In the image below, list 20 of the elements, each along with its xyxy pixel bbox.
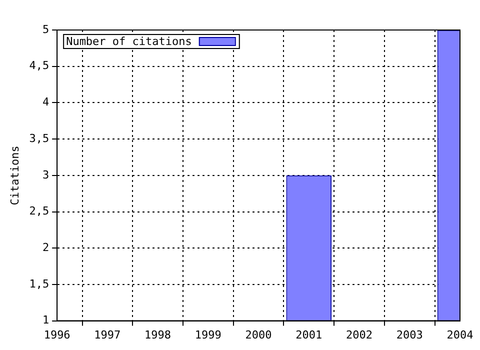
x-tick-label: 1996: [44, 328, 70, 342]
x-tick-label: 1999: [194, 328, 222, 342]
legend-label: Number of citations: [66, 34, 192, 48]
y-tick-label: 1,5: [29, 277, 50, 290]
y-tick-label: 5: [42, 22, 50, 36]
y-tick-label: 1: [42, 314, 50, 327]
y-tick-label: 2: [42, 240, 50, 254]
x-tick-label: 2004: [446, 328, 474, 342]
x-tick-label: 2003: [396, 328, 423, 342]
x-tick-label: 2001: [296, 328, 322, 342]
x-tick-label: 2002: [346, 328, 373, 342]
y-tick-label: 3,5: [29, 132, 50, 145]
y-tick-label: 2,5: [29, 204, 50, 218]
y-tick-label: 4,5: [29, 59, 50, 72]
y-tick-label: 4: [42, 96, 50, 109]
x-tick-label: 2000: [245, 328, 272, 342]
y-axis-title: Citations: [8, 146, 22, 206]
x-tick-label: 1998: [144, 328, 172, 342]
x-tick-label: 1997: [94, 328, 121, 342]
y-tick-label: 3: [42, 168, 50, 182]
